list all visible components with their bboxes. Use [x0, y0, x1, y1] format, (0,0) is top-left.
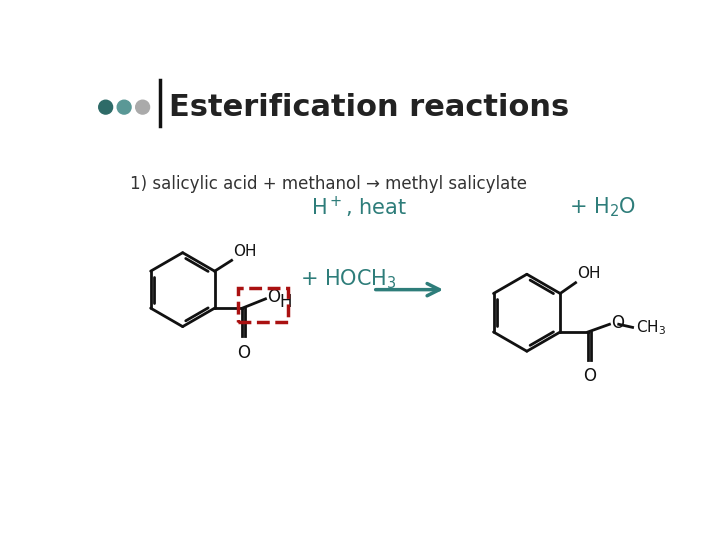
Circle shape [117, 100, 131, 114]
Text: + HOCH$_3$: + HOCH$_3$ [300, 267, 397, 291]
Text: H$^+$, heat: H$^+$, heat [311, 194, 408, 220]
Text: O: O [611, 314, 624, 332]
Text: OH: OH [233, 244, 256, 259]
Circle shape [135, 100, 150, 114]
Text: O: O [238, 343, 251, 362]
Circle shape [99, 100, 112, 114]
Text: 1) salicylic acid + methanol → methyl salicylate: 1) salicylic acid + methanol → methyl sa… [130, 175, 527, 193]
Text: O: O [267, 288, 280, 306]
Text: + H$_2$O: + H$_2$O [570, 195, 636, 219]
Text: CH$_3$: CH$_3$ [636, 318, 666, 337]
Text: OH: OH [577, 266, 600, 281]
Text: O: O [583, 367, 596, 386]
Bar [238, 288, 288, 322]
Text: Esterification reactions: Esterification reactions [168, 93, 569, 122]
Text: H: H [279, 293, 292, 311]
